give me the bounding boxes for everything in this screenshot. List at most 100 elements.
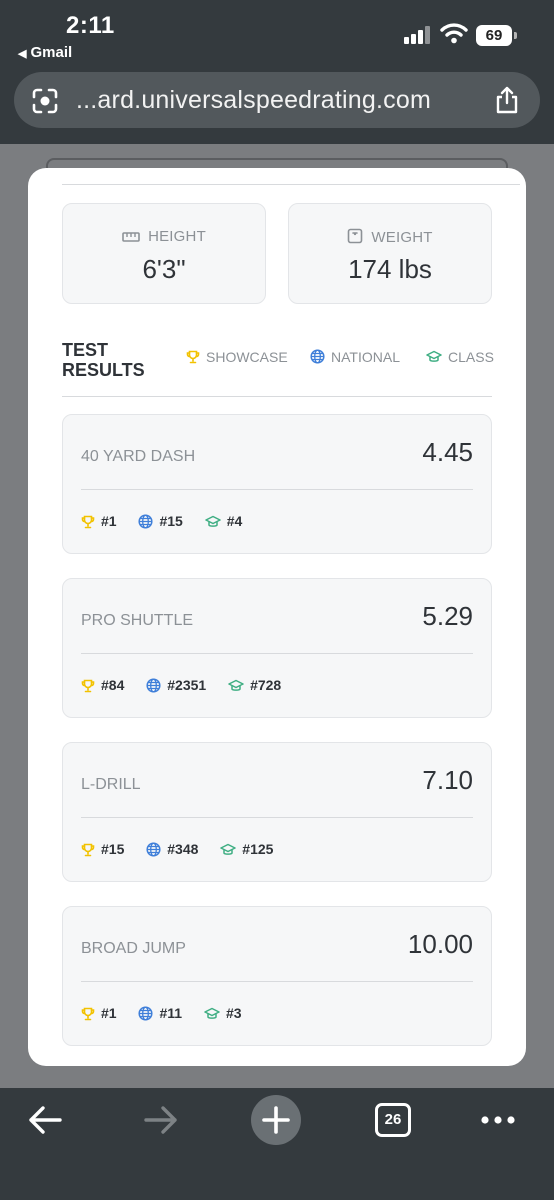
graduation-cap-icon [228,679,244,691]
class-rank: #4 [204,513,243,529]
graduation-cap-icon [204,515,221,527]
heading-line-2: RESULTS [62,360,145,380]
back-to-app-link[interactable]: ◀ Gmail [18,44,72,61]
national-rank-value: #2351 [167,677,207,693]
height-card: HEIGHT 6'3" [62,203,266,304]
showcase-rank: #15 [81,841,124,857]
url-text[interactable]: ...ard.universalspeedrating.com [76,86,431,114]
cellular-signal-icon [404,26,434,44]
height-label-row: HEIGHT [63,228,265,245]
back-arrow-icon[interactable] [26,1104,64,1136]
test-results-heading: TEST RESULTS [62,340,145,380]
showcase-rank-value: #1 [101,513,117,529]
rank-row: #84 #2351 #728 [81,677,299,693]
graduation-cap-icon [204,1007,220,1019]
tab-switcher-button[interactable]: 26 [375,1103,411,1137]
forward-arrow-icon[interactable] [142,1104,180,1136]
google-lens-icon[interactable] [30,86,60,116]
ruler-icon [122,232,140,242]
test-score: 4.45 [422,437,473,467]
heading-line-1: TEST [62,340,109,360]
national-rank: #11 [138,1005,182,1021]
legend-class: CLASS [426,349,494,365]
trophy-icon [81,843,95,857]
legend-class-label: CLASS [448,349,494,365]
class-rank: #728 [228,677,281,693]
address-bar[interactable]: ...ard.universalspeedrating.com [14,72,540,128]
test-card-l-drill: L-DRILL 7.10 #15 #348 #125 [62,742,492,882]
weight-card: WEIGHT 174 lbs [288,203,492,304]
browser-address-area: ...ard.universalspeedrating.com [0,64,554,144]
trophy-icon [81,515,95,529]
class-rank-value: #3 [225,1005,242,1021]
trophy-icon [81,679,95,693]
rank-row: #1 #15 #4 [81,513,260,529]
showcase-rank-value: #84 [101,677,125,693]
share-icon[interactable] [494,85,520,115]
height-label: HEIGHT [148,228,206,245]
trophy-icon [186,350,200,364]
divider [81,817,473,818]
height-value: 6'3" [142,254,186,284]
test-name: PRO SHUTTLE [81,612,194,629]
national-rank-value: #348 [167,841,199,857]
showcase-rank-value: #15 [101,841,125,857]
status-bar: 2:11 ◀ Gmail 69 [0,0,554,64]
globe-icon [138,514,154,529]
divider [62,396,492,397]
showcase-rank: #1 [81,1005,117,1021]
back-app-label: Gmail [30,44,73,61]
back-triangle-icon: ◀ [18,48,27,60]
class-rank-value: #125 [242,841,274,857]
showcase-rank-value: #1 [101,1005,117,1021]
divider [81,981,473,982]
class-rank-value: #728 [250,677,282,693]
rank-row: #15 #348 #125 [81,841,291,857]
scale-icon [348,228,363,244]
athlete-detail-modal: HEIGHT 6'3" WEIGHT 174 lbs TEST RESULTS … [28,168,526,1066]
globe-icon [138,1006,154,1021]
showcase-rank: #1 [81,513,117,529]
legend-showcase-label: SHOWCASE [206,349,288,365]
legend-showcase: SHOWCASE [186,349,288,365]
class-rank: #3 [204,1005,242,1021]
national-rank-value: #15 [159,513,183,529]
divider [62,184,520,185]
test-score: 5.29 [422,601,473,631]
battery-indicator: 69 [476,25,517,46]
globe-icon [146,842,161,857]
national-rank: #15 [138,513,183,529]
more-options-icon[interactable] [480,1114,516,1126]
rank-row: #1 #11 #3 [81,1005,260,1021]
weight-label: WEIGHT [371,229,433,246]
new-tab-button[interactable] [251,1095,301,1145]
test-card-broad-jump: BROAD JUMP 10.00 #1 #11 #3 [62,906,492,1046]
weight-label-row: WEIGHT [289,228,491,246]
test-score: 10.00 [407,929,473,959]
test-card-40-yard-dash: 40 YARD DASH 4.45 #1 #15 #4 [62,414,492,554]
trophy-icon [81,1007,95,1021]
class-rank: #125 [220,841,273,857]
national-rank: #2351 [146,677,206,693]
test-name: L-DRILL [81,776,141,793]
test-name: 40 YARD DASH [81,448,196,465]
national-rank-value: #11 [159,1005,183,1021]
legend-national: NATIONAL [310,349,400,365]
weight-value: 174 lbs [348,254,432,284]
test-name: BROAD JUMP [81,940,186,957]
graduation-cap-icon [426,350,442,362]
class-rank-value: #4 [226,513,243,529]
showcase-rank: #84 [81,677,124,693]
test-card-pro-shuttle: PRO SHUTTLE 5.29 #84 #2351 #728 [62,578,492,718]
divider [81,489,473,490]
test-score: 7.10 [422,765,473,795]
plus-icon [262,1106,290,1134]
browser-toolbar: 26 [0,1088,554,1200]
national-rank: #348 [146,841,198,857]
globe-icon [146,678,161,693]
legend-national-label: NATIONAL [331,349,400,365]
divider [81,653,473,654]
graduation-cap-icon [220,843,237,855]
clock: 2:11 [66,12,115,39]
globe-icon [310,349,325,364]
